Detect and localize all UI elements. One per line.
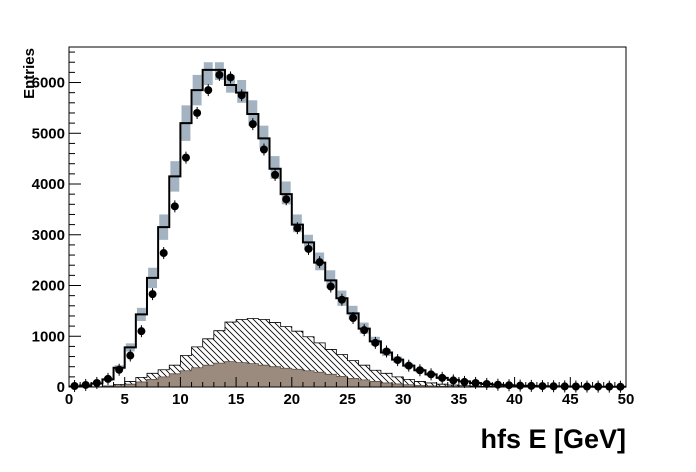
x-tick-label: 25 bbox=[339, 391, 356, 408]
y-tick-label: 0 bbox=[57, 379, 65, 396]
data-point bbox=[460, 377, 469, 386]
band-bin bbox=[270, 156, 280, 179]
data-point bbox=[148, 290, 157, 299]
x-tick-label: 40 bbox=[506, 391, 523, 408]
band-bin bbox=[248, 100, 258, 126]
data-point bbox=[282, 195, 291, 204]
x-tick-label: 30 bbox=[395, 391, 412, 408]
x-tick-labels: 0 5 10 15 20 25 30 35 40 45 50 bbox=[65, 391, 635, 408]
data-point bbox=[115, 365, 124, 374]
data-point bbox=[315, 258, 324, 267]
data-point bbox=[415, 366, 424, 375]
data-point bbox=[215, 70, 224, 79]
data-point bbox=[505, 381, 514, 390]
band-bin bbox=[326, 270, 336, 289]
data-point bbox=[248, 120, 257, 129]
band-bin bbox=[226, 74, 235, 93]
data-point bbox=[516, 381, 525, 390]
data-point bbox=[293, 224, 302, 233]
data-point bbox=[226, 73, 235, 82]
band-bin bbox=[281, 181, 291, 205]
data-point bbox=[103, 374, 112, 383]
data-point bbox=[571, 382, 580, 391]
data-point bbox=[382, 347, 391, 356]
x-tick-label: 45 bbox=[562, 391, 579, 408]
x-tick-label: 0 bbox=[65, 391, 73, 408]
data-point bbox=[337, 295, 346, 304]
data-point bbox=[471, 378, 480, 387]
band-bin bbox=[259, 125, 269, 149]
axis-ticks bbox=[68, 51, 627, 388]
y-tick-label: 6000 bbox=[32, 75, 65, 92]
x-tick-label: 10 bbox=[172, 391, 189, 408]
data-point bbox=[438, 373, 447, 382]
y-tick-label: 3000 bbox=[32, 227, 65, 244]
x-tick-label: 20 bbox=[283, 391, 300, 408]
y-tick-label: 2000 bbox=[32, 278, 65, 295]
data-point bbox=[170, 202, 179, 211]
data-point bbox=[560, 382, 569, 391]
plot-frame bbox=[68, 46, 627, 388]
y-axis-title: Entries bbox=[21, 48, 38, 99]
data-point bbox=[159, 249, 168, 258]
data-point bbox=[449, 376, 458, 385]
data-point bbox=[70, 381, 79, 390]
data-point bbox=[81, 380, 90, 389]
data-point bbox=[271, 170, 280, 179]
x-tick-label: 35 bbox=[451, 391, 468, 408]
x-tick-label: 50 bbox=[618, 391, 635, 408]
data-point bbox=[126, 351, 135, 360]
data-point bbox=[538, 382, 547, 391]
data-point bbox=[393, 356, 402, 365]
data-point bbox=[204, 86, 213, 95]
mc-total-histogram bbox=[69, 68, 626, 388]
data-point bbox=[427, 370, 436, 379]
data-points bbox=[70, 68, 625, 393]
data-point bbox=[349, 313, 358, 322]
x-tick-label: 5 bbox=[121, 391, 129, 408]
data-point bbox=[371, 338, 380, 347]
data-point bbox=[360, 326, 369, 335]
data-point bbox=[137, 327, 146, 336]
x-axis-title: hfs E [GeV] bbox=[480, 424, 626, 454]
y-tick-label: 1000 bbox=[32, 328, 65, 345]
y-tick-labels: 0 1000 2000 3000 4000 5000 6000 bbox=[32, 75, 65, 396]
mc-total-step-line bbox=[69, 68, 626, 388]
data-point bbox=[493, 380, 502, 389]
mc-uncertainty-band bbox=[70, 62, 625, 388]
data-point bbox=[326, 282, 335, 291]
data-point bbox=[527, 381, 536, 390]
data-point bbox=[259, 145, 268, 154]
data-point bbox=[181, 153, 190, 162]
data-point bbox=[304, 244, 313, 253]
band-bin bbox=[203, 62, 213, 86]
x-tick-label: 15 bbox=[228, 391, 245, 408]
data-point bbox=[92, 378, 101, 387]
data-point bbox=[404, 361, 413, 370]
data-point bbox=[549, 382, 558, 391]
data-point bbox=[237, 91, 246, 100]
y-tick-label: 4000 bbox=[32, 176, 65, 193]
y-tick-label: 5000 bbox=[32, 125, 65, 142]
data-point bbox=[193, 108, 202, 117]
data-point bbox=[482, 379, 491, 388]
